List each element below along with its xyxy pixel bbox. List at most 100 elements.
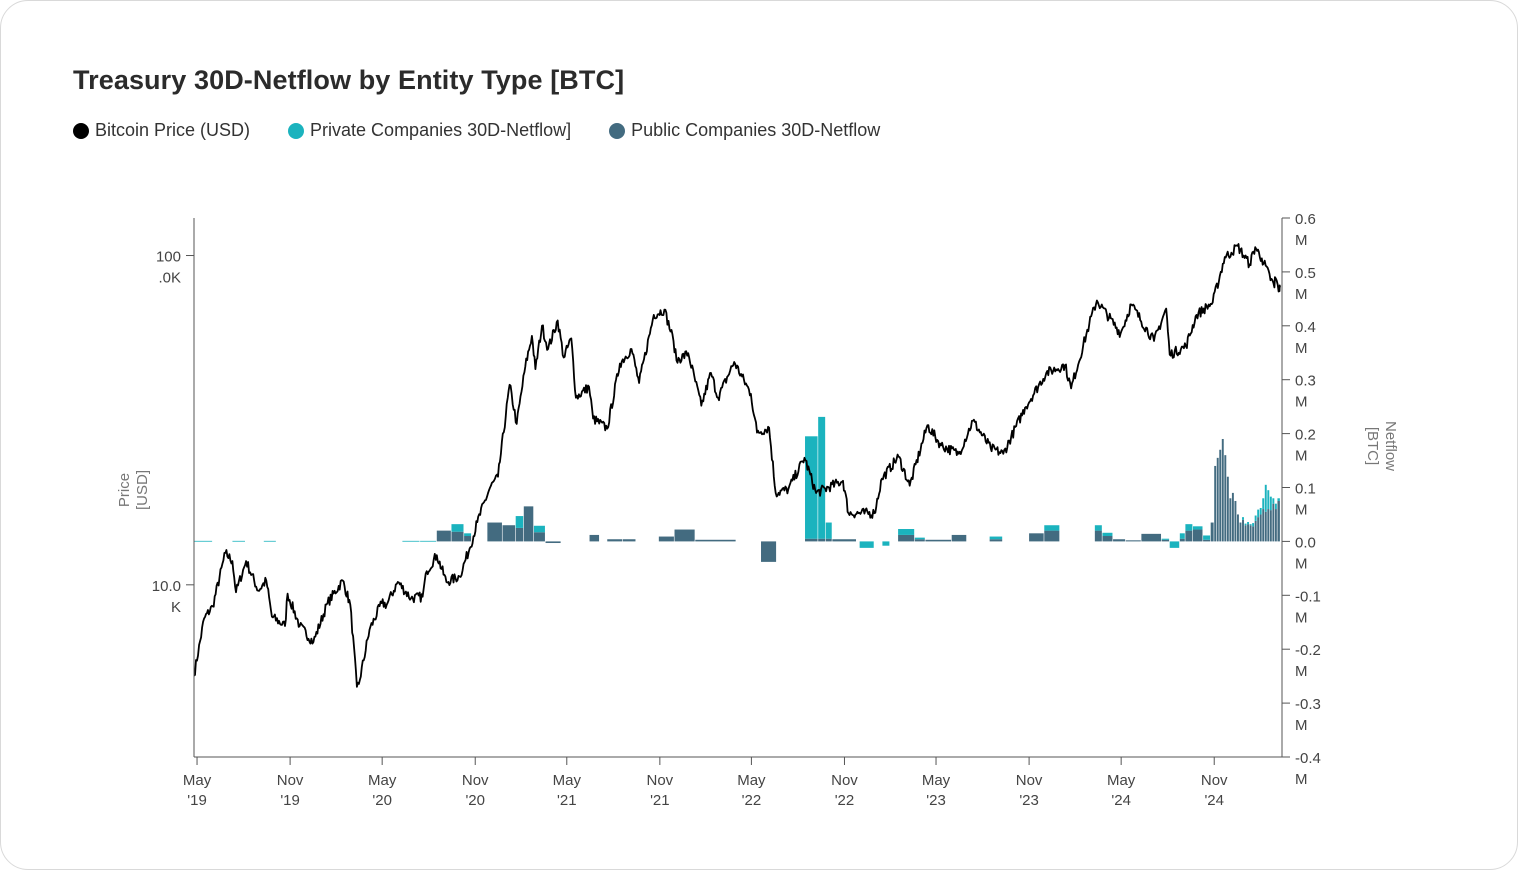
- private-netflow-bar: [402, 540, 420, 542]
- x-axis-tick-label: Nov '20: [462, 772, 489, 809]
- x-axis-tick-label: May '20: [368, 772, 397, 809]
- public-netflow-bar: [1267, 509, 1270, 542]
- public-netflow-bar: [1094, 530, 1102, 542]
- public-netflow-bar: [622, 539, 636, 542]
- public-netflow-bar: [1192, 529, 1203, 542]
- private-netflow-bar: [1192, 526, 1203, 530]
- private-netflow-bar: [1257, 509, 1260, 518]
- public-netflow-bar: [1234, 500, 1237, 542]
- public-netflow-bar: [1219, 449, 1222, 542]
- public-netflow-bar: [545, 541, 561, 544]
- public-netflow-bar: [487, 522, 502, 542]
- public-netflow-bar: [1226, 476, 1229, 542]
- public-netflow-bar: [502, 525, 516, 542]
- right-axis-tick-label: -0.2 M: [1295, 642, 1321, 680]
- public-netflow-bar: [1274, 509, 1277, 542]
- private-netflow-bar: [1179, 533, 1185, 539]
- public-netflow-bar: [1231, 492, 1234, 542]
- legend-dot-private: [288, 122, 305, 139]
- public-netflow-bar: [1125, 540, 1141, 542]
- public-netflow-bar: [989, 539, 1003, 542]
- public-netflow-bar: [1259, 514, 1262, 542]
- private-netflow-bar: [1244, 523, 1247, 526]
- private-netflow-bar: [1254, 515, 1257, 521]
- private-netflow-bar: [263, 540, 276, 542]
- private-netflow-bar: [859, 541, 874, 548]
- public-netflow-bar: [1249, 525, 1252, 542]
- private-netflow-bar: [420, 540, 437, 542]
- private-netflow-bar: [1274, 503, 1277, 510]
- public-netflow-bar: [1224, 455, 1227, 542]
- netflow-bars: [194, 416, 1280, 562]
- public-netflow-bar: [1102, 536, 1113, 542]
- private-netflow-bar: [1185, 524, 1193, 531]
- public-netflow-bar: [1044, 530, 1060, 542]
- private-netflow-bar: [515, 516, 524, 528]
- right-axis-tick-label: 0.3 M: [1295, 373, 1316, 411]
- x-axis-tick-label: May '23: [922, 772, 951, 809]
- left-axis-tick-label: 10.0 K: [152, 578, 181, 616]
- private-netflow-bar: [1161, 538, 1170, 540]
- x-axis-tick-label: May '24: [1107, 772, 1136, 809]
- private-netflow-bar: [1102, 532, 1113, 537]
- right-axis-tick-label: 0.0 M: [1295, 534, 1316, 572]
- public-netflow-bar: [914, 539, 925, 542]
- right-axis-tick-label: 0.1 M: [1295, 481, 1316, 519]
- private-netflow-bar: [1044, 525, 1060, 531]
- right-axis-tick-label: -0.4 M: [1295, 750, 1321, 788]
- private-netflow-bar: [1272, 498, 1275, 504]
- public-netflow-bar: [451, 531, 464, 542]
- public-netflow-bar: [898, 534, 915, 542]
- private-netflow-bar: [194, 540, 213, 542]
- private-netflow-bar: [805, 436, 818, 539]
- public-netflow-bar: [658, 536, 674, 542]
- public-netflow-bar: [436, 530, 451, 542]
- private-netflow-bar: [818, 416, 826, 539]
- x-axis-tick-label: Nov '19: [277, 772, 304, 809]
- right-axis-tick-label: 0.4 M: [1295, 319, 1316, 357]
- public-netflow-bar: [1214, 465, 1217, 542]
- legend-dot-price: [73, 122, 89, 139]
- public-netflow-bar: [1216, 457, 1219, 542]
- private-netflow-bar: [1252, 523, 1255, 527]
- private-netflow-bar: [825, 522, 832, 539]
- private-netflow-bar: [989, 536, 1003, 540]
- x-axis-tick-label: May '22: [737, 772, 766, 809]
- legend-label-private: Private Companies 30D-Netflow]: [310, 120, 572, 140]
- x-axis-tick-label: May '21: [553, 772, 582, 809]
- private-netflow-bar: [464, 533, 472, 537]
- private-netflow-bar: [898, 529, 915, 535]
- public-netflow-bar: [1277, 500, 1280, 542]
- private-netflow-bar: [451, 524, 464, 532]
- public-netflow-bar: [818, 538, 826, 542]
- public-netflow-bar: [523, 506, 534, 542]
- private-netflow-bar: [1169, 541, 1180, 548]
- public-netflow-bar: [1161, 539, 1170, 542]
- public-netflow-bar: [1229, 498, 1232, 542]
- public-netflow-bar: [1244, 525, 1247, 542]
- public-netflow-bar: [1029, 533, 1044, 542]
- public-netflow-bar: [1254, 520, 1257, 542]
- public-netflow-bar: [674, 529, 695, 542]
- public-netflow-bar: [832, 539, 857, 542]
- public-netflow-bar: [1242, 519, 1244, 542]
- public-netflow-bar: [1247, 524, 1250, 542]
- x-axis-tick-label: May '19: [183, 772, 212, 809]
- legend-item-private[interactable]: Private Companies 30D-Netflow]: [288, 120, 571, 141]
- right-axis-title: Netflow[BTC]: [1364, 421, 1399, 471]
- public-netflow-bar: [1203, 539, 1211, 542]
- private-netflow-bar: [1267, 490, 1270, 510]
- right-axis-tick-label: 0.6 M: [1295, 211, 1316, 249]
- private-netflow-bar: [1249, 524, 1252, 526]
- public-netflow-bar: [1113, 539, 1126, 542]
- legend-item-public[interactable]: Public Companies 30D-Netflow: [609, 120, 880, 141]
- x-axis-tick-label: Nov '22: [831, 772, 858, 809]
- public-netflow-bar: [761, 541, 777, 562]
- public-netflow-bar: [1236, 514, 1239, 542]
- private-netflow-bar: [1277, 498, 1280, 501]
- private-netflow-bar: [1094, 525, 1102, 531]
- legend-item-price[interactable]: Bitcoin Price (USD): [73, 120, 250, 141]
- public-netflow-bar: [515, 527, 524, 542]
- public-netflow-bar: [1210, 522, 1214, 542]
